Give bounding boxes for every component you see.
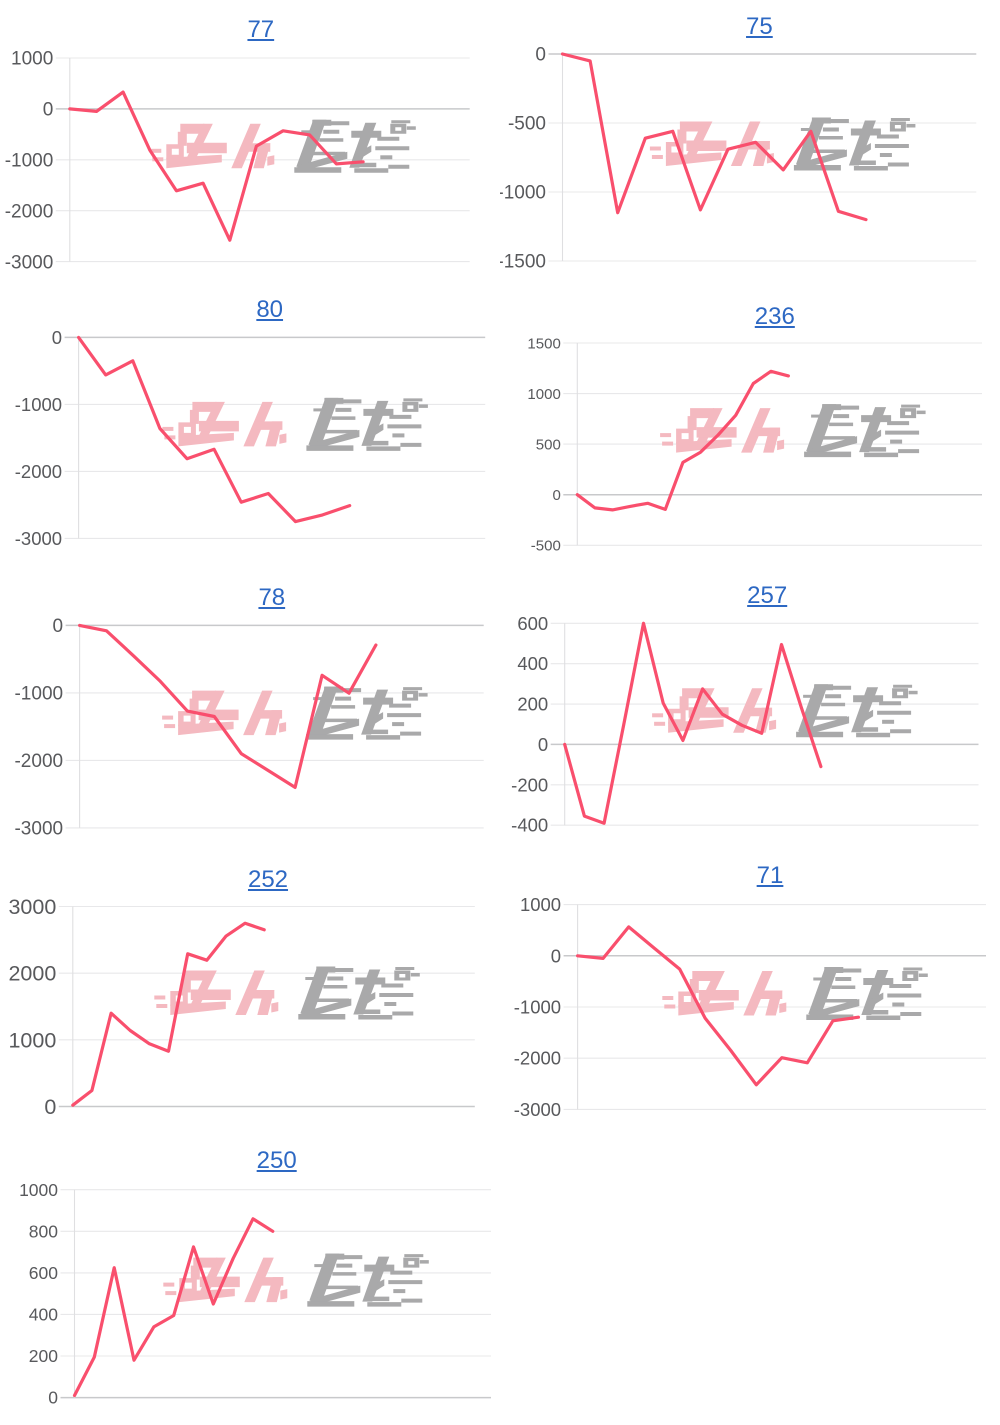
y-tick-label: 500	[536, 436, 561, 453]
y-tick-label: -200	[511, 774, 548, 795]
y-tick-label: 200	[517, 694, 548, 715]
slump-chart-75: 0 -500 -1000 -1500	[500, 45, 977, 273]
minrepo-watermark	[652, 684, 918, 738]
chart-panel-75: 75 0 -500 -1000 -1500	[500, 0, 1000, 285]
y-tick-label: 600	[29, 1263, 58, 1283]
y-tick-label: 0	[43, 100, 54, 121]
y-tick-label: 400	[29, 1305, 58, 1325]
y-tick-label: 200	[29, 1346, 58, 1366]
y-tick-label: -2000	[5, 201, 54, 222]
slump-line-80	[76, 335, 352, 524]
minrepo-watermark	[649, 117, 916, 171]
machine-number-link-250[interactable]: 250	[256, 1147, 297, 1174]
minrepo-watermark	[162, 397, 428, 451]
slump-line-236	[575, 369, 790, 512]
slump-line-75	[560, 52, 868, 222]
y-tick-label: 0	[535, 45, 546, 66]
machine-number-link-75[interactable]: 75	[746, 13, 773, 41]
y-tick-label: 1000	[527, 386, 560, 403]
slump-chart-257: 600 400 200 0 -200 -400	[511, 613, 979, 836]
y-tick-label: -1000	[514, 997, 561, 1018]
y-tick-label: -2000	[514, 1048, 561, 1069]
minrepo-watermark	[154, 966, 420, 1020]
y-tick-label: 0	[44, 1095, 56, 1119]
y-tick-label: 0	[551, 945, 561, 966]
machine-number-link-80[interactable]: 80	[256, 295, 284, 323]
chart-panel-250: 250 1000 800 600 400 200 0	[0, 1140, 500, 1425]
slump-line-71	[575, 925, 860, 1087]
chart-panel-257: 257 600 400 200 0 -200 -400	[500, 570, 1000, 855]
y-tick-label: 1000	[19, 1180, 58, 1200]
slump-chart-80: 0 -1000 -2000 -3000	[15, 327, 486, 549]
y-tick-label: -3000	[514, 1099, 561, 1120]
y-tick-label: 800	[29, 1221, 58, 1241]
chart-panel-236: 236 1500 1000 500 0 -500	[500, 285, 1000, 570]
y-tick-label: 0	[53, 616, 64, 637]
y-tick-label: 0	[552, 487, 560, 504]
y-tick-label: -2000	[14, 751, 63, 772]
slump-line-250	[72, 1217, 275, 1398]
y-tick-label: -500	[531, 538, 561, 555]
minrepo-watermark	[150, 119, 416, 173]
minrepo-watermark	[660, 404, 926, 458]
y-tick-label: -3000	[14, 819, 63, 840]
y-tick-label: -1000	[15, 394, 62, 415]
y-tick-label: 1000	[11, 49, 53, 70]
y-tick-label: 0	[52, 327, 62, 348]
y-tick-label: -1500	[500, 252, 546, 273]
minrepo-watermark	[163, 1253, 429, 1307]
chart-panel-71: 71 1000 0 -1000 -2000 -3000	[500, 855, 1000, 1140]
slump-chart-252: 3000 2000 1000 0	[8, 895, 475, 1119]
y-tick-label: -2000	[15, 461, 62, 482]
slump-chart-250: 1000 800 600 400 200 0	[19, 1180, 491, 1408]
chart-panel-78: 78 0 -1000 -2000 -3000	[0, 570, 500, 855]
machine-number-link-236[interactable]: 236	[754, 302, 795, 330]
chart-panel-77: 77 1000 0 -1000 -2000 -3000	[0, 0, 500, 285]
slump-line-257	[563, 621, 823, 825]
y-tick-label: 0	[538, 734, 548, 755]
machine-number-link-77[interactable]: 77	[247, 16, 275, 43]
y-tick-label: -3000	[15, 528, 62, 549]
slump-line-77	[68, 90, 365, 242]
y-tick-label: 3000	[8, 895, 56, 919]
machine-number-link-71[interactable]: 71	[756, 861, 784, 889]
machine-number-link-78[interactable]: 78	[258, 584, 286, 612]
slump-chart-77: 1000 0 -1000 -2000 -3000	[5, 49, 470, 273]
y-tick-label: 1500	[527, 335, 560, 352]
y-tick-label: 600	[517, 613, 548, 634]
y-tick-label: -1000	[14, 684, 63, 705]
y-tick-label: -1000	[5, 151, 54, 172]
y-tick-label: 2000	[8, 962, 56, 986]
y-tick-label: 1000	[520, 894, 561, 915]
y-tick-label: 0	[48, 1388, 58, 1408]
chart-panel-80: 80 0 -1000 -2000 -3000	[0, 285, 500, 570]
slump-chart-78: 0 -1000 -2000 -3000	[14, 616, 484, 840]
y-tick-label: 1000	[8, 1028, 56, 1052]
y-tick-label: 400	[517, 653, 548, 674]
machine-number-link-257[interactable]: 257	[747, 581, 788, 609]
chart-panel-252: 252 3000 2000 1000 0	[0, 855, 500, 1140]
y-tick-label: -400	[511, 815, 548, 836]
y-tick-label: -1000	[500, 183, 546, 204]
slump-chart-236: 1500 1000 500 0 -500	[527, 335, 982, 555]
slump-chart-71: 1000 0 -1000 -2000 -3000	[514, 894, 986, 1120]
slump-line-78	[77, 623, 378, 789]
machine-number-link-252[interactable]: 252	[247, 866, 289, 893]
y-tick-label: -3000	[5, 252, 54, 273]
y-tick-label: -500	[508, 114, 546, 135]
slump-line-252	[71, 921, 266, 1107]
